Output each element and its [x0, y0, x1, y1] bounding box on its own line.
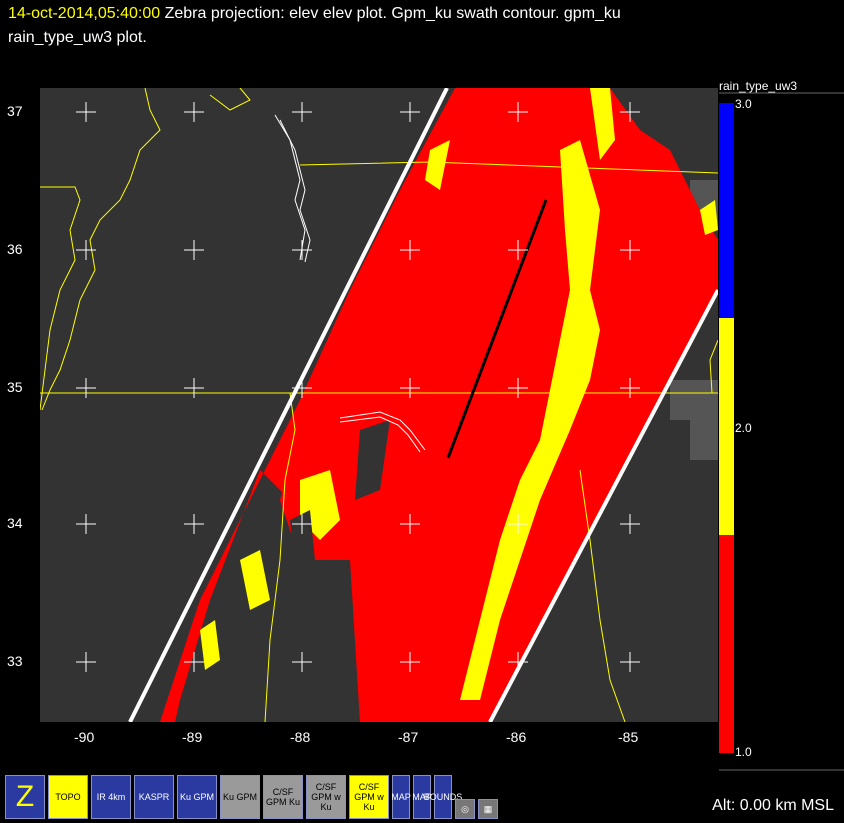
graticule-cross [184, 514, 204, 534]
zebra-logo-button[interactable]: Z [5, 775, 45, 819]
ku-gpm-2-button[interactable]: Ku GPM [220, 775, 260, 819]
ku-gpm-button[interactable]: Ku GPM [177, 775, 217, 819]
lat-label: 33 [7, 653, 23, 669]
graticule-cross [400, 102, 420, 122]
rivers [274, 114, 426, 453]
lon-label: -86 [506, 729, 527, 745]
map-2-button[interactable]: MAP [412, 775, 432, 819]
altitude-readout: Alt: 0.00 km MSL [712, 797, 834, 814]
graticule-cross [184, 240, 204, 260]
lon-label: -88 [290, 729, 311, 745]
legend-tick-3: 3.0 [735, 97, 752, 111]
plot-header: 14-oct-2014,05:40:00 Zebra projection: e… [8, 2, 838, 50]
graticule-cross [620, 514, 640, 534]
header-description: Zebra projection: elev elev plot. Gpm_ku… [160, 5, 621, 22]
lat-label: 36 [7, 241, 23, 257]
lat-label: 37 [7, 103, 23, 119]
graticule-cross [184, 102, 204, 122]
legend-tick-1: 1.0 [735, 745, 752, 759]
graticule-cross [508, 240, 528, 260]
csf-gpm-active-button[interactable]: C/SF GPM w Ku [349, 775, 389, 819]
legend-title: rain_type_uw3 [719, 79, 798, 93]
lon-label: -85 [618, 729, 639, 745]
rain-field [160, 88, 718, 722]
map-button[interactable]: MAP [391, 775, 411, 819]
grid-icon[interactable]: ▦ [478, 799, 498, 819]
timestamp: 14-oct-2014,05:40:00 [8, 5, 161, 22]
graticule-cross [508, 652, 528, 672]
graticule-cross [76, 514, 96, 534]
legend-bar-stratiform [719, 535, 734, 753]
graticule-cross [292, 652, 312, 672]
graticule-cross [620, 240, 640, 260]
lat-label: 35 [7, 379, 23, 395]
cross-section-track[interactable] [446, 199, 548, 459]
graticule-cross [508, 102, 528, 122]
bounds-button[interactable]: BOUNDS [424, 775, 462, 819]
graticule-cross [292, 514, 312, 534]
graticule-cross [400, 240, 420, 260]
ir-button[interactable]: IR 4km [91, 775, 131, 819]
graticule-cross [292, 102, 312, 122]
graticule-cross [292, 240, 312, 260]
graticule-cross [184, 652, 204, 672]
lon-label: -90 [74, 729, 95, 745]
graticule-cross [508, 514, 528, 534]
graticule-cross [400, 514, 420, 534]
graticule-cross [508, 378, 528, 398]
graticule-cross [620, 652, 640, 672]
legend-bar-convective [719, 318, 734, 535]
graticule-cross [620, 378, 640, 398]
csf-gpm-ku-button[interactable]: C/SF GPM Ku [263, 775, 303, 819]
graticule-cross [76, 652, 96, 672]
graticule-cross [400, 652, 420, 672]
header-description-line2: rain_type_uw3 plot. [8, 29, 147, 46]
graticule-cross [184, 378, 204, 398]
graticule-cross [76, 378, 96, 398]
zoom-icon[interactable]: ◎ [455, 799, 475, 819]
lat-label: 34 [7, 515, 23, 531]
toolbar: Z TOPO IR 4km KASPR Ku GPM Ku GPM C/SF GPM Ku C… [5, 771, 498, 819]
graticule-cross [292, 378, 312, 398]
graticule-crosses [76, 102, 640, 672]
legend-tick-2: 2.0 [735, 421, 752, 435]
graticule-cross [76, 102, 96, 122]
legend-bar-other [719, 103, 734, 318]
lon-label: -89 [182, 729, 203, 745]
kaspr-button[interactable]: KASPR [134, 775, 174, 819]
lon-label: -87 [398, 729, 419, 745]
state-borders [40, 88, 718, 722]
csf-gpm-wku-button[interactable]: C/SF GPM w Ku [306, 775, 346, 819]
graticule-cross [620, 102, 640, 122]
graticule-cross [76, 240, 96, 260]
topo-button[interactable]: TOPO [48, 775, 88, 819]
graticule-cross [400, 378, 420, 398]
swath-edges [128, 88, 718, 722]
